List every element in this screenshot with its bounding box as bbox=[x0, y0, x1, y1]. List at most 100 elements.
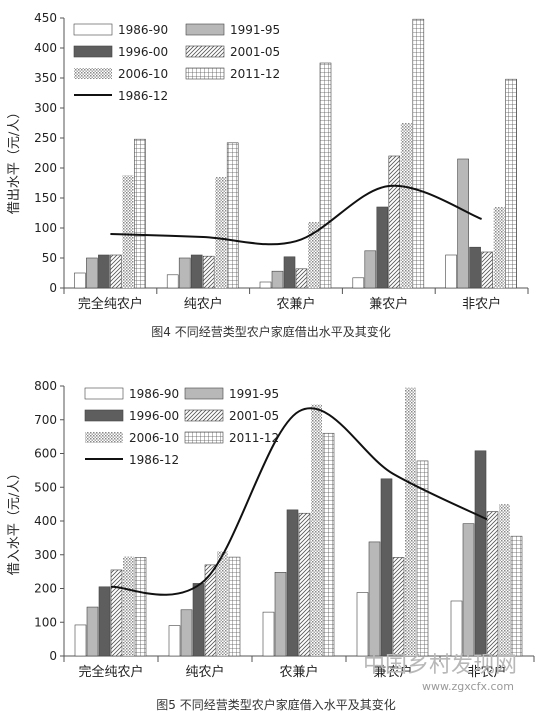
chart-lending-level: 0 50 100 150 200 250 300 350 400 450 借出水平（元/人） 完全纯农… bbox=[7, 11, 529, 312]
bar bbox=[510, 535, 523, 657]
y-tick-label: 150 bbox=[34, 191, 57, 205]
legend-label: 2001-05 bbox=[229, 409, 279, 423]
bar bbox=[298, 512, 311, 657]
bar bbox=[110, 569, 123, 657]
bar bbox=[400, 123, 412, 288]
legend-swatch bbox=[184, 431, 224, 444]
legend-swatch bbox=[185, 23, 225, 36]
legend-swatch bbox=[84, 387, 124, 400]
bar bbox=[86, 257, 98, 289]
bar bbox=[168, 625, 181, 657]
chart-2-caption: 图5 不同经营类型农户家庭借入水平及其变化 bbox=[156, 697, 395, 712]
y-tick-label: 450 bbox=[34, 11, 57, 25]
bar bbox=[311, 404, 322, 656]
bar bbox=[259, 281, 272, 289]
x-tick-label: 农兼户 bbox=[279, 664, 318, 680]
legend-label: 1996-00 bbox=[118, 45, 168, 59]
bar bbox=[180, 609, 193, 657]
bar bbox=[98, 254, 110, 289]
y-tick-label: 50 bbox=[42, 251, 57, 265]
legend-label: 2006-10 bbox=[129, 431, 179, 445]
bar bbox=[308, 222, 319, 288]
bar bbox=[192, 583, 205, 657]
bar bbox=[416, 460, 429, 657]
bar bbox=[364, 250, 377, 289]
bar bbox=[462, 523, 475, 657]
y-tick-label: 0 bbox=[49, 281, 57, 295]
bar bbox=[493, 207, 505, 288]
trend-line bbox=[110, 184, 482, 246]
bar bbox=[262, 611, 275, 657]
y-tick-label: 400 bbox=[34, 514, 57, 528]
y-tick-label: 800 bbox=[34, 379, 57, 393]
y-tick-label: 200 bbox=[34, 161, 57, 175]
legend-swatch bbox=[73, 45, 113, 58]
bar bbox=[215, 177, 227, 288]
y-tick-label: 300 bbox=[34, 101, 57, 115]
bar bbox=[352, 277, 365, 289]
y-tick-label: 0 bbox=[49, 649, 57, 663]
y-tick-label: 100 bbox=[34, 615, 57, 629]
x-tick-label: 非农户 bbox=[467, 664, 506, 680]
bar bbox=[134, 138, 146, 289]
x-tick-label: 纯农户 bbox=[185, 664, 224, 680]
legend-swatch bbox=[74, 68, 112, 79]
bar bbox=[204, 564, 217, 657]
trend-line bbox=[110, 407, 488, 596]
bar bbox=[134, 557, 147, 657]
legend-label: 1996-00 bbox=[129, 409, 179, 423]
bar bbox=[274, 571, 287, 657]
chart-borrowing-level: 0 100 200 300 400 500 600 700 800 借入水平（元/人） 完全纯农户 纯… bbox=[7, 379, 535, 680]
legend-swatch bbox=[73, 23, 113, 36]
legend-label: 2011-12 bbox=[229, 431, 279, 445]
y-axis-label: 借出水平（元/人） bbox=[7, 106, 22, 214]
x-tick-label: 兼农户 bbox=[369, 296, 408, 312]
legend-label: 2006-10 bbox=[118, 67, 168, 81]
bar bbox=[368, 541, 381, 657]
bar bbox=[217, 551, 228, 656]
bar bbox=[271, 270, 284, 289]
x-tick-label: 纯农户 bbox=[184, 296, 223, 312]
bar bbox=[322, 432, 335, 657]
y-tick-label: 500 bbox=[34, 480, 57, 494]
bar bbox=[202, 255, 215, 289]
bar bbox=[74, 624, 87, 657]
bar bbox=[190, 254, 203, 289]
y-axis-label: 借入水平（元/人） bbox=[7, 467, 22, 575]
watermark-text: 中国乡村发现网 bbox=[363, 653, 517, 678]
bar bbox=[450, 600, 463, 657]
bar bbox=[457, 158, 469, 289]
bar bbox=[110, 254, 122, 289]
bar bbox=[166, 274, 179, 289]
watermark-url: www.zgxcfx.com bbox=[422, 680, 514, 693]
y-tick-label: 200 bbox=[34, 582, 57, 596]
bar bbox=[86, 606, 99, 657]
bar bbox=[98, 586, 111, 657]
bar bbox=[499, 504, 510, 656]
legend-label: 1986-90 bbox=[118, 23, 168, 37]
bar bbox=[392, 557, 405, 657]
x-tick-label: 兼农户 bbox=[373, 664, 412, 680]
legend-label: 1991-95 bbox=[229, 387, 279, 401]
legend-label: 2001-05 bbox=[230, 45, 280, 59]
x-tick-label: 农兼户 bbox=[276, 296, 315, 312]
bar bbox=[388, 155, 401, 289]
x-tick-label: 完全纯农户 bbox=[78, 296, 143, 312]
bar bbox=[319, 62, 332, 289]
bar bbox=[469, 246, 481, 289]
y-tick-label: 600 bbox=[34, 447, 57, 461]
legend-label: 1986-12 bbox=[129, 453, 179, 467]
bar bbox=[481, 251, 493, 289]
bar bbox=[74, 272, 86, 289]
bar bbox=[122, 175, 134, 288]
legend-swatch bbox=[185, 45, 225, 58]
legend-label: 1986-12 bbox=[118, 89, 168, 103]
y-tick-label: 250 bbox=[34, 131, 57, 145]
y-tick-label: 700 bbox=[34, 413, 57, 427]
bar bbox=[376, 206, 389, 289]
legend-label: 1986-90 bbox=[129, 387, 179, 401]
bar bbox=[380, 478, 393, 657]
bar bbox=[405, 387, 416, 656]
y-tick-label: 400 bbox=[34, 41, 57, 55]
